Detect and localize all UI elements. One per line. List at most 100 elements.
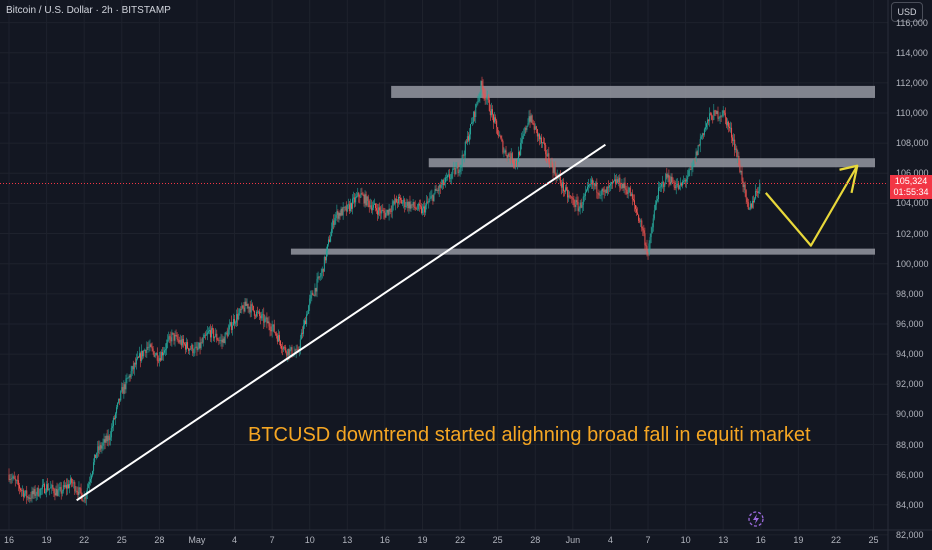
candle-body [650,233,652,238]
candle-body [200,342,202,349]
candle-body [171,332,173,342]
candle-body [140,353,142,361]
candle-body [215,333,217,337]
candle-body [276,335,278,342]
candle-body [542,142,544,144]
candle-body [348,204,350,212]
candle-body [748,208,750,210]
candle-body [613,180,615,183]
candle-body [190,348,192,350]
candle-body [451,173,453,179]
candle-body [489,111,491,116]
candle-body [757,191,759,194]
candle-body [241,305,243,310]
candle-body [659,187,661,188]
currency-button[interactable]: USD [891,2,923,22]
candle-body [86,487,88,494]
candle-body [623,182,625,188]
candle-body [527,123,529,127]
candle-body [547,153,549,157]
candle-body [610,182,612,184]
candle-body [484,94,486,100]
candle-body [133,362,135,370]
candle-body [566,187,568,190]
y-tick-label: 110,000 [896,108,928,118]
chart-symbol-title[interactable]: Bitcoin / U.S. Dollar · 2h · BITSTAMP [6,5,171,16]
candle-body [462,155,464,156]
candle-body [602,188,604,192]
candle-body [434,188,436,194]
candle-body [541,137,543,144]
candle-body [203,334,205,339]
candle-body [475,104,477,118]
candle-body [112,417,114,427]
candle-body [305,320,307,325]
candle-body [331,228,333,237]
candle-body [221,339,223,343]
candle-body [179,339,181,343]
candle-body [562,182,564,192]
candle-body [675,185,677,189]
candle-body [130,371,132,378]
candle-body [617,179,619,183]
candle-body [18,485,20,489]
candle-body [544,142,546,146]
candle-body [78,487,80,495]
candle-body [111,426,113,429]
candle-body [407,201,409,209]
candle-body [314,287,316,296]
candle-body [145,350,147,354]
candle-body [390,211,392,213]
price-zone [428,158,875,168]
candle-body [648,243,650,255]
candle-body [737,155,739,157]
candle-body [526,126,528,130]
candle-body [219,340,221,341]
candle-body [387,209,389,215]
candle-body [323,256,325,272]
candle-body [325,250,327,261]
x-tick-label: 10 [304,535,315,545]
candle-body [329,239,331,242]
candle-body [125,378,127,390]
candle-body [559,176,561,184]
candle-body [42,484,44,485]
candle-body [218,340,220,342]
candle-body [60,487,62,494]
candle-body [50,487,52,489]
projection-path [764,165,859,247]
candle-body [100,445,102,449]
candle-body [567,189,569,198]
candle-body [232,319,234,326]
candle-body [205,334,207,336]
candle-body [10,478,12,480]
candle-body [197,348,199,350]
candle-body [473,111,475,123]
candle-body [310,295,312,299]
candle-body [496,120,498,128]
candle-body [320,272,322,277]
x-tick-label: 19 [793,535,804,545]
candle-body [343,207,345,208]
candle-body [692,164,694,168]
candle-body [413,202,415,207]
candle-body [224,332,226,344]
candle-body [382,209,384,211]
y-tick-label: 104,000 [896,198,929,209]
candle-body [740,171,742,173]
x-tick-label: 4 [607,535,613,545]
x-tick-label: 25 [492,535,503,545]
candle-body [545,145,547,155]
candle-body [235,322,237,324]
candle-body [454,167,456,175]
candle-body [212,328,214,330]
candle-body [717,111,719,119]
candle-body [652,218,654,228]
candle-body [497,127,499,135]
candle-body [252,305,254,311]
candle-body [645,245,647,247]
lightning-icon[interactable] [748,511,764,527]
candle-body [24,493,26,497]
candle-body [590,184,592,185]
